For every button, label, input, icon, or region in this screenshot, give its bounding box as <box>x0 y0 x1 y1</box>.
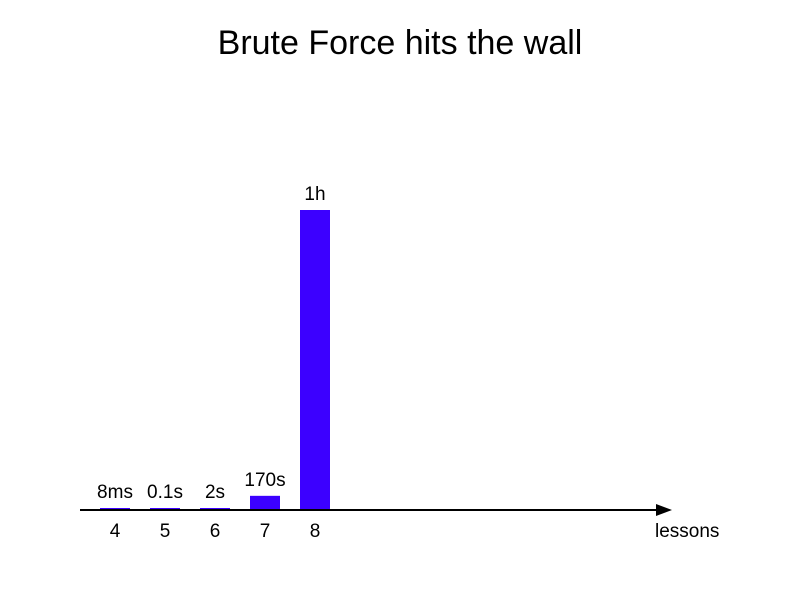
x-tick-label-5: 5 <box>160 521 171 542</box>
data-label-8: 1h <box>304 184 325 205</box>
x-tick-label-7: 7 <box>260 521 271 542</box>
chart-title: Brute Force hits the wall <box>218 24 583 62</box>
bar-8 <box>300 210 330 510</box>
data-label-7: 170s <box>244 470 285 491</box>
bar-7 <box>250 495 280 510</box>
x-axis-arrow <box>656 504 672 516</box>
data-label-4: 8ms <box>97 482 133 503</box>
bars-layer <box>100 210 330 510</box>
x-tick-label-8: 8 <box>310 521 321 542</box>
data-label-5: 0.1s <box>147 482 183 503</box>
x-axis-label: lessons <box>655 521 719 542</box>
data-labels-layer: 8ms 0.1s 2s 170s 1h <box>97 184 326 503</box>
data-label-6: 2s <box>205 482 225 503</box>
tick-labels-layer: 4 5 6 7 8 <box>110 521 321 542</box>
x-tick-label-6: 6 <box>210 521 221 542</box>
x-tick-label-4: 4 <box>110 521 121 542</box>
